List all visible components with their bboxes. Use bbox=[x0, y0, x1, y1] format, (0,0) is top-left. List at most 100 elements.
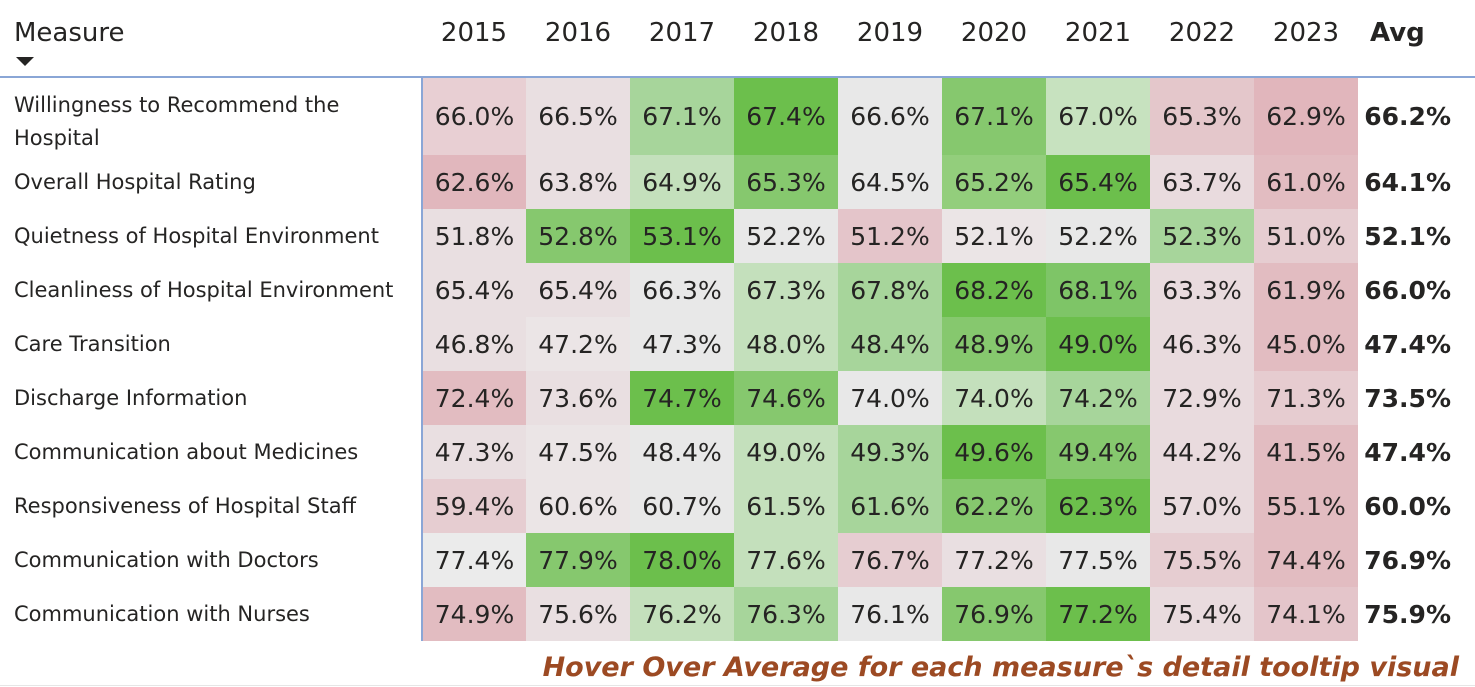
value-cell[interactable]: 74.7% bbox=[630, 371, 734, 425]
value-cell[interactable]: 41.5% bbox=[1254, 425, 1358, 479]
value-cell[interactable]: 62.6% bbox=[422, 155, 526, 209]
value-cell[interactable]: 62.2% bbox=[942, 479, 1046, 533]
value-cell[interactable]: 77.9% bbox=[526, 533, 630, 587]
value-cell[interactable]: 74.1% bbox=[1254, 587, 1358, 641]
value-cell[interactable]: 78.0% bbox=[630, 533, 734, 587]
value-cell[interactable]: 48.0% bbox=[734, 317, 838, 371]
value-cell[interactable]: 44.2% bbox=[1150, 425, 1254, 479]
measure-column-header[interactable]: Measure bbox=[0, 0, 422, 78]
value-cell[interactable]: 65.2% bbox=[942, 155, 1046, 209]
value-cell[interactable]: 77.5% bbox=[1046, 533, 1150, 587]
value-cell[interactable]: 63.7% bbox=[1150, 155, 1254, 209]
value-cell[interactable]: 74.9% bbox=[422, 587, 526, 641]
value-cell[interactable]: 62.3% bbox=[1046, 479, 1150, 533]
value-cell[interactable]: 65.4% bbox=[422, 263, 526, 317]
average-cell[interactable]: 64.1% bbox=[1364, 167, 1451, 197]
value-cell[interactable]: 76.9% bbox=[942, 587, 1046, 641]
value-cell[interactable]: 76.3% bbox=[734, 587, 838, 641]
value-cell[interactable]: 76.1% bbox=[838, 587, 942, 641]
value-cell[interactable]: 48.4% bbox=[630, 425, 734, 479]
value-cell[interactable]: 49.4% bbox=[1046, 425, 1150, 479]
year-column-header[interactable]: 2021 bbox=[1046, 0, 1150, 78]
value-cell[interactable]: 51.2% bbox=[838, 209, 942, 263]
value-cell[interactable]: 76.2% bbox=[630, 587, 734, 641]
value-cell[interactable]: 52.2% bbox=[1046, 209, 1150, 263]
value-cell[interactable]: 49.3% bbox=[838, 425, 942, 479]
value-cell[interactable]: 74.0% bbox=[838, 371, 942, 425]
value-cell[interactable]: 64.5% bbox=[838, 155, 942, 209]
avg-column-header[interactable]: Avg bbox=[1358, 0, 1475, 78]
year-column-header[interactable]: 2018 bbox=[734, 0, 838, 78]
value-cell[interactable]: 47.5% bbox=[526, 425, 630, 479]
value-cell[interactable]: 52.1% bbox=[942, 209, 1046, 263]
value-cell[interactable]: 65.3% bbox=[734, 155, 838, 209]
value-cell[interactable]: 73.6% bbox=[526, 371, 630, 425]
average-cell[interactable]: 47.4% bbox=[1364, 437, 1451, 467]
value-cell[interactable]: 67.8% bbox=[838, 263, 942, 317]
value-cell[interactable]: 72.4% bbox=[422, 371, 526, 425]
value-cell[interactable]: 77.2% bbox=[942, 533, 1046, 587]
value-cell[interactable]: 66.6% bbox=[838, 77, 942, 155]
value-cell[interactable]: 75.6% bbox=[526, 587, 630, 641]
value-cell[interactable]: 60.7% bbox=[630, 479, 734, 533]
value-cell[interactable]: 77.6% bbox=[734, 533, 838, 587]
value-cell[interactable]: 61.6% bbox=[838, 479, 942, 533]
value-cell[interactable]: 74.6% bbox=[734, 371, 838, 425]
value-cell[interactable]: 49.6% bbox=[942, 425, 1046, 479]
value-cell[interactable]: 57.0% bbox=[1150, 479, 1254, 533]
value-cell[interactable]: 51.0% bbox=[1254, 209, 1358, 263]
value-cell[interactable]: 49.0% bbox=[1046, 317, 1150, 371]
average-cell[interactable]: 52.1% bbox=[1364, 221, 1451, 251]
value-cell[interactable]: 45.0% bbox=[1254, 317, 1358, 371]
value-cell[interactable]: 47.3% bbox=[422, 425, 526, 479]
average-cell[interactable]: 75.9% bbox=[1364, 599, 1451, 629]
value-cell[interactable]: 65.4% bbox=[1046, 155, 1150, 209]
value-cell[interactable]: 46.8% bbox=[422, 317, 526, 371]
value-cell[interactable]: 59.4% bbox=[422, 479, 526, 533]
year-column-header[interactable]: 2016 bbox=[526, 0, 630, 78]
value-cell[interactable]: 66.5% bbox=[526, 77, 630, 155]
value-cell[interactable]: 47.3% bbox=[630, 317, 734, 371]
value-cell[interactable]: 77.2% bbox=[1046, 587, 1150, 641]
value-cell[interactable]: 49.0% bbox=[734, 425, 838, 479]
value-cell[interactable]: 67.4% bbox=[734, 77, 838, 155]
value-cell[interactable]: 51.8% bbox=[422, 209, 526, 263]
value-cell[interactable]: 74.0% bbox=[942, 371, 1046, 425]
year-column-header[interactable]: 2017 bbox=[630, 0, 734, 78]
value-cell[interactable]: 62.9% bbox=[1254, 77, 1358, 155]
value-cell[interactable]: 61.5% bbox=[734, 479, 838, 533]
value-cell[interactable]: 52.3% bbox=[1150, 209, 1254, 263]
value-cell[interactable]: 71.3% bbox=[1254, 371, 1358, 425]
value-cell[interactable]: 68.1% bbox=[1046, 263, 1150, 317]
value-cell[interactable]: 52.8% bbox=[526, 209, 630, 263]
value-cell[interactable]: 61.0% bbox=[1254, 155, 1358, 209]
value-cell[interactable]: 52.2% bbox=[734, 209, 838, 263]
value-cell[interactable]: 67.1% bbox=[630, 77, 734, 155]
value-cell[interactable]: 68.2% bbox=[942, 263, 1046, 317]
average-cell[interactable]: 47.4% bbox=[1364, 329, 1451, 359]
average-cell[interactable]: 73.5% bbox=[1364, 383, 1451, 413]
average-cell[interactable]: 60.0% bbox=[1364, 491, 1451, 521]
value-cell[interactable]: 53.1% bbox=[630, 209, 734, 263]
value-cell[interactable]: 47.2% bbox=[526, 317, 630, 371]
value-cell[interactable]: 64.9% bbox=[630, 155, 734, 209]
value-cell[interactable]: 63.3% bbox=[1150, 263, 1254, 317]
value-cell[interactable]: 76.7% bbox=[838, 533, 942, 587]
year-column-header[interactable]: 2019 bbox=[838, 0, 942, 78]
value-cell[interactable]: 65.3% bbox=[1150, 77, 1254, 155]
value-cell[interactable]: 55.1% bbox=[1254, 479, 1358, 533]
value-cell[interactable]: 74.2% bbox=[1046, 371, 1150, 425]
year-column-header[interactable]: 2022 bbox=[1150, 0, 1254, 78]
value-cell[interactable]: 75.5% bbox=[1150, 533, 1254, 587]
average-cell[interactable]: 76.9% bbox=[1364, 545, 1451, 575]
year-column-header[interactable]: 2020 bbox=[942, 0, 1046, 78]
value-cell[interactable]: 77.4% bbox=[422, 533, 526, 587]
value-cell[interactable]: 46.3% bbox=[1150, 317, 1254, 371]
sort-descending-icon[interactable] bbox=[16, 57, 34, 66]
average-cell[interactable]: 66.2% bbox=[1364, 102, 1451, 131]
value-cell[interactable]: 66.3% bbox=[630, 263, 734, 317]
year-column-header[interactable]: 2015 bbox=[422, 0, 526, 78]
value-cell[interactable]: 61.9% bbox=[1254, 263, 1358, 317]
value-cell[interactable]: 48.4% bbox=[838, 317, 942, 371]
value-cell[interactable]: 48.9% bbox=[942, 317, 1046, 371]
